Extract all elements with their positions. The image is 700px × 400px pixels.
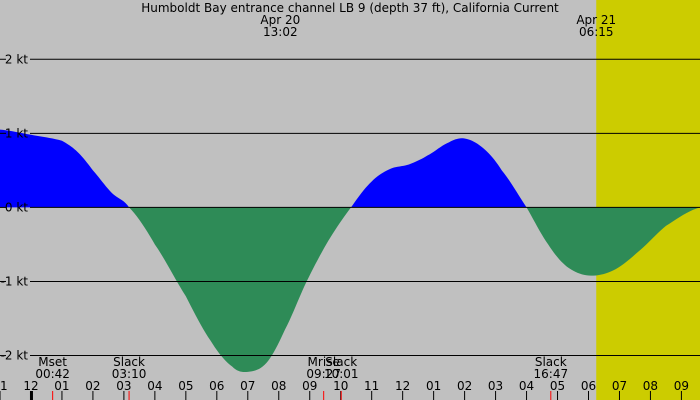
daylight-band	[596, 0, 700, 400]
ebb-current-area	[526, 207, 700, 276]
event-name-label: Slack	[113, 355, 145, 369]
hour-tick-label: 05	[550, 379, 565, 393]
event-name-label: Slack	[535, 355, 567, 369]
y-tick-label: -1 kt	[1, 274, 29, 288]
hour-tick-label: 03	[116, 379, 131, 393]
ebb-current-area	[129, 207, 352, 373]
hour-tick-label: 05	[178, 379, 193, 393]
event-name-label: Mrise	[308, 355, 340, 369]
event-time-label: 09:27	[306, 367, 341, 381]
hour-tick-label: 10	[333, 379, 348, 393]
y-tick-label: 1 kt	[5, 126, 28, 140]
hour-tick-label: 06	[581, 379, 596, 393]
hour-tick-label: 03	[488, 379, 503, 393]
event-time-label: 16:47	[534, 367, 569, 381]
hour-tick-label: 09	[674, 379, 689, 393]
event-time-label: 00:42	[35, 367, 70, 381]
hour-tick-label: 02	[85, 379, 100, 393]
y-tick-label: -2 kt	[1, 349, 29, 363]
hour-tick-label: 07	[240, 379, 255, 393]
event-name-label: Slack	[325, 355, 357, 369]
header-time-label: 13:02	[263, 25, 298, 39]
hour-tick-label: 04	[519, 379, 534, 393]
hour-tick-label: 08	[643, 379, 658, 393]
event-time-label: 10:01	[324, 367, 359, 381]
hour-tick-label: 11	[364, 379, 379, 393]
hour-tick-label: 06	[209, 379, 224, 393]
hour-tick-label: 07	[612, 379, 627, 393]
hour-tick-label: 12	[23, 379, 38, 393]
y-tick-label: 2 kt	[5, 52, 28, 66]
hour-tick-label: 01	[426, 379, 441, 393]
hour-tick-label: 04	[147, 379, 162, 393]
midnight-marker	[29, 391, 33, 400]
event-time-label: 03:10	[112, 367, 147, 381]
hour-tick-label: 02	[457, 379, 472, 393]
hour-tick-label: 09	[302, 379, 317, 393]
header-time-label: 06:15	[579, 25, 614, 39]
grid-layer	[0, 58, 700, 400]
header-date-label: Apr 20	[260, 13, 300, 27]
header-date-label: Apr 21	[576, 13, 616, 27]
chart-title: Humboldt Bay entrance channel LB 9 (dept…	[141, 1, 559, 15]
flood-current-area	[351, 138, 527, 208]
hour-tick-label: 11	[0, 379, 8, 393]
hour-tick-label: 01	[54, 379, 69, 393]
hour-tick-label: 08	[271, 379, 286, 393]
current-area-layer	[0, 129, 700, 373]
flood-current-area	[0, 129, 130, 208]
y-tick-label: 0 kt	[5, 200, 28, 214]
event-name-label: Mset	[38, 355, 67, 369]
hour-tick-label: 12	[395, 379, 410, 393]
